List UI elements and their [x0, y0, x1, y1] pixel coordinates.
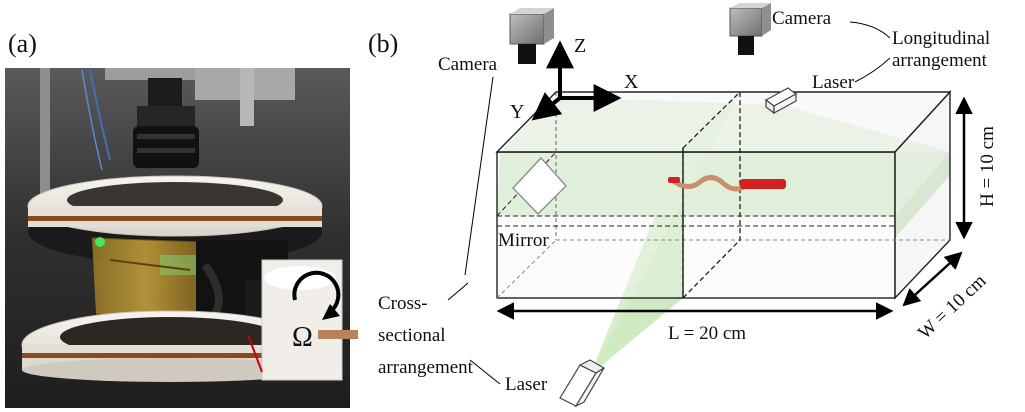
motor-block [247, 259, 358, 381]
length-label: L = 20 cm [668, 323, 746, 344]
panel-a: (a) [5, 29, 358, 408]
panel-b-label: (b) [368, 29, 398, 58]
laser-bottom-label: Laser [505, 374, 548, 395]
mirror-label: Mirror [498, 230, 549, 251]
cross-label-line3: arrangement [378, 357, 474, 378]
lower-coil-ring [21, 310, 319, 382]
camera-right-label: Camera [772, 8, 832, 29]
cross-label-line1: Cross- [378, 293, 428, 314]
panel-a-label: (a) [8, 29, 37, 58]
axis-x-label: X [624, 71, 639, 93]
longitudinal-leader-lines [849, 21, 891, 83]
camera-left-label: Camera [438, 54, 498, 75]
width-dimension-arrow [902, 251, 963, 307]
camera-right-icon [729, 3, 771, 55]
laser-top-label: Laser [812, 72, 855, 93]
laser-top-icon [764, 87, 798, 115]
photo: Ω [5, 68, 358, 408]
height-label: H = 10 cm [977, 126, 998, 207]
cross-label-line2: sectional [378, 325, 446, 346]
longitudinal-label-line2: arrangement [892, 50, 988, 71]
panel-b: (b) [368, 3, 998, 408]
coordinate-axes [531, 40, 622, 121]
photo-camera [133, 78, 199, 168]
camera-left-icon [509, 8, 554, 64]
tank-box [495, 90, 952, 300]
worm [668, 175, 786, 192]
mirror [512, 157, 567, 215]
axis-z-label: Z [574, 35, 586, 57]
longitudinal-label-line1: Longitudinal [892, 28, 990, 49]
laser-bottom-icon [559, 359, 606, 408]
omega-symbol: Ω [292, 322, 313, 353]
axis-y-label: Y [510, 101, 524, 123]
photo-tank [91, 237, 295, 323]
cross-leader-lines [447, 282, 501, 385]
width-label: W = 10 cm [914, 270, 990, 343]
camera-leader-lines [464, 76, 494, 276]
